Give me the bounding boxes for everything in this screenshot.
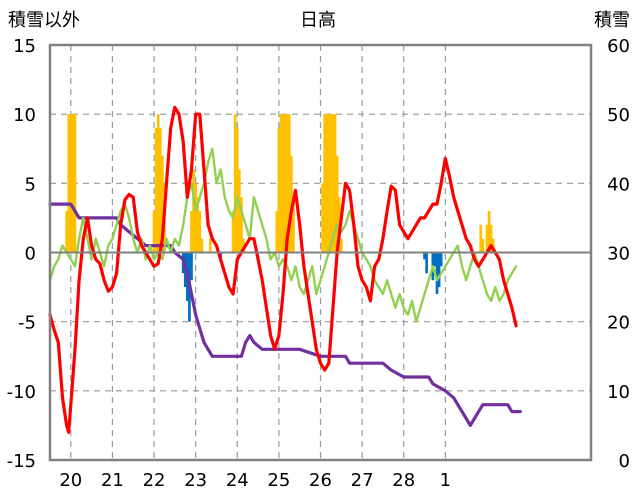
left-axis-ticks: -15 -10 -5 0 5 10 15	[7, 36, 36, 472]
bar	[71, 114, 75, 253]
bar	[235, 128, 239, 253]
bar	[285, 114, 289, 253]
left-tick-label: 10	[13, 105, 36, 126]
x-tick-label: 23	[184, 470, 207, 491]
bar	[190, 211, 193, 253]
bar	[433, 252, 437, 267]
bar	[325, 114, 329, 253]
bar	[439, 252, 443, 267]
x-axis-ticks: 20 21 22 23 24 25 26 27 28 1	[59, 470, 451, 491]
bar	[65, 211, 68, 253]
left-tick-label: -15	[7, 451, 36, 472]
bar	[200, 238, 204, 253]
bar	[323, 114, 327, 253]
lines	[48, 105, 522, 434]
series-line	[48, 147, 518, 323]
x-tick-label: 22	[143, 470, 166, 491]
right-tick-label: 20	[607, 313, 630, 334]
right-axis-ticks: 0 10 20 30 40 50 60	[607, 36, 630, 472]
bar	[190, 252, 193, 281]
bar	[281, 114, 285, 253]
bar	[489, 224, 493, 253]
bar	[491, 238, 495, 253]
x-tick-label: 28	[392, 470, 415, 491]
x-tick-label: 25	[267, 470, 290, 491]
right-tick-label: 10	[607, 382, 630, 403]
right-axis-label: 積雪	[594, 10, 630, 31]
bar	[329, 114, 333, 253]
chart-title: 日高	[300, 10, 336, 31]
bar	[242, 238, 245, 253]
bar	[481, 238, 485, 253]
bar	[287, 114, 291, 253]
right-tick-label: 40	[607, 174, 630, 195]
bar	[231, 211, 235, 253]
x-tick-label: 24	[226, 470, 249, 491]
x-tick-label: 21	[101, 470, 124, 491]
bar	[69, 114, 73, 253]
right-tick-label: 30	[607, 244, 630, 265]
bar	[158, 128, 162, 253]
series-line	[48, 202, 522, 427]
bar	[208, 238, 212, 253]
bar	[277, 128, 281, 253]
bar	[327, 114, 331, 253]
x-tick-label: 1	[440, 470, 451, 491]
left-tick-label: -5	[18, 313, 36, 334]
bar	[485, 224, 489, 253]
bar	[487, 211, 491, 253]
bar	[279, 114, 283, 253]
bar	[339, 238, 343, 253]
left-axis-label: 積雪以外	[8, 10, 80, 31]
bar	[275, 211, 279, 253]
bar	[479, 224, 483, 253]
bar	[238, 169, 241, 253]
bar	[156, 114, 160, 253]
bar	[437, 252, 441, 288]
bar	[321, 183, 324, 253]
x-tick-label: 20	[59, 470, 82, 491]
bar	[194, 183, 197, 253]
bar	[292, 197, 295, 253]
x-tick-label: 26	[309, 470, 332, 491]
x-tick-label: 27	[351, 470, 374, 491]
bar	[331, 114, 335, 253]
right-tick-label: 50	[607, 105, 630, 126]
bar	[233, 114, 237, 253]
bar	[196, 197, 200, 253]
right-tick-label: 0	[619, 451, 630, 472]
bar	[198, 211, 202, 253]
left-tick-label: 0	[25, 244, 36, 265]
bar	[67, 114, 71, 253]
bar	[192, 169, 195, 253]
bar	[435, 252, 439, 294]
bar	[423, 252, 426, 260]
bar	[240, 197, 243, 253]
bar	[161, 155, 164, 253]
bar	[152, 211, 156, 253]
series-line	[48, 105, 518, 434]
bar	[73, 114, 77, 253]
bar	[335, 155, 339, 253]
bar	[283, 114, 287, 253]
bar	[425, 252, 428, 274]
left-tick-label: 15	[13, 36, 36, 57]
left-tick-label: -10	[7, 382, 36, 403]
left-tick-label: 5	[25, 174, 36, 195]
bars	[65, 114, 495, 322]
right-tick-label: 60	[607, 36, 630, 57]
plot-frame	[48, 43, 593, 462]
bar	[333, 114, 337, 253]
bar	[154, 128, 158, 253]
